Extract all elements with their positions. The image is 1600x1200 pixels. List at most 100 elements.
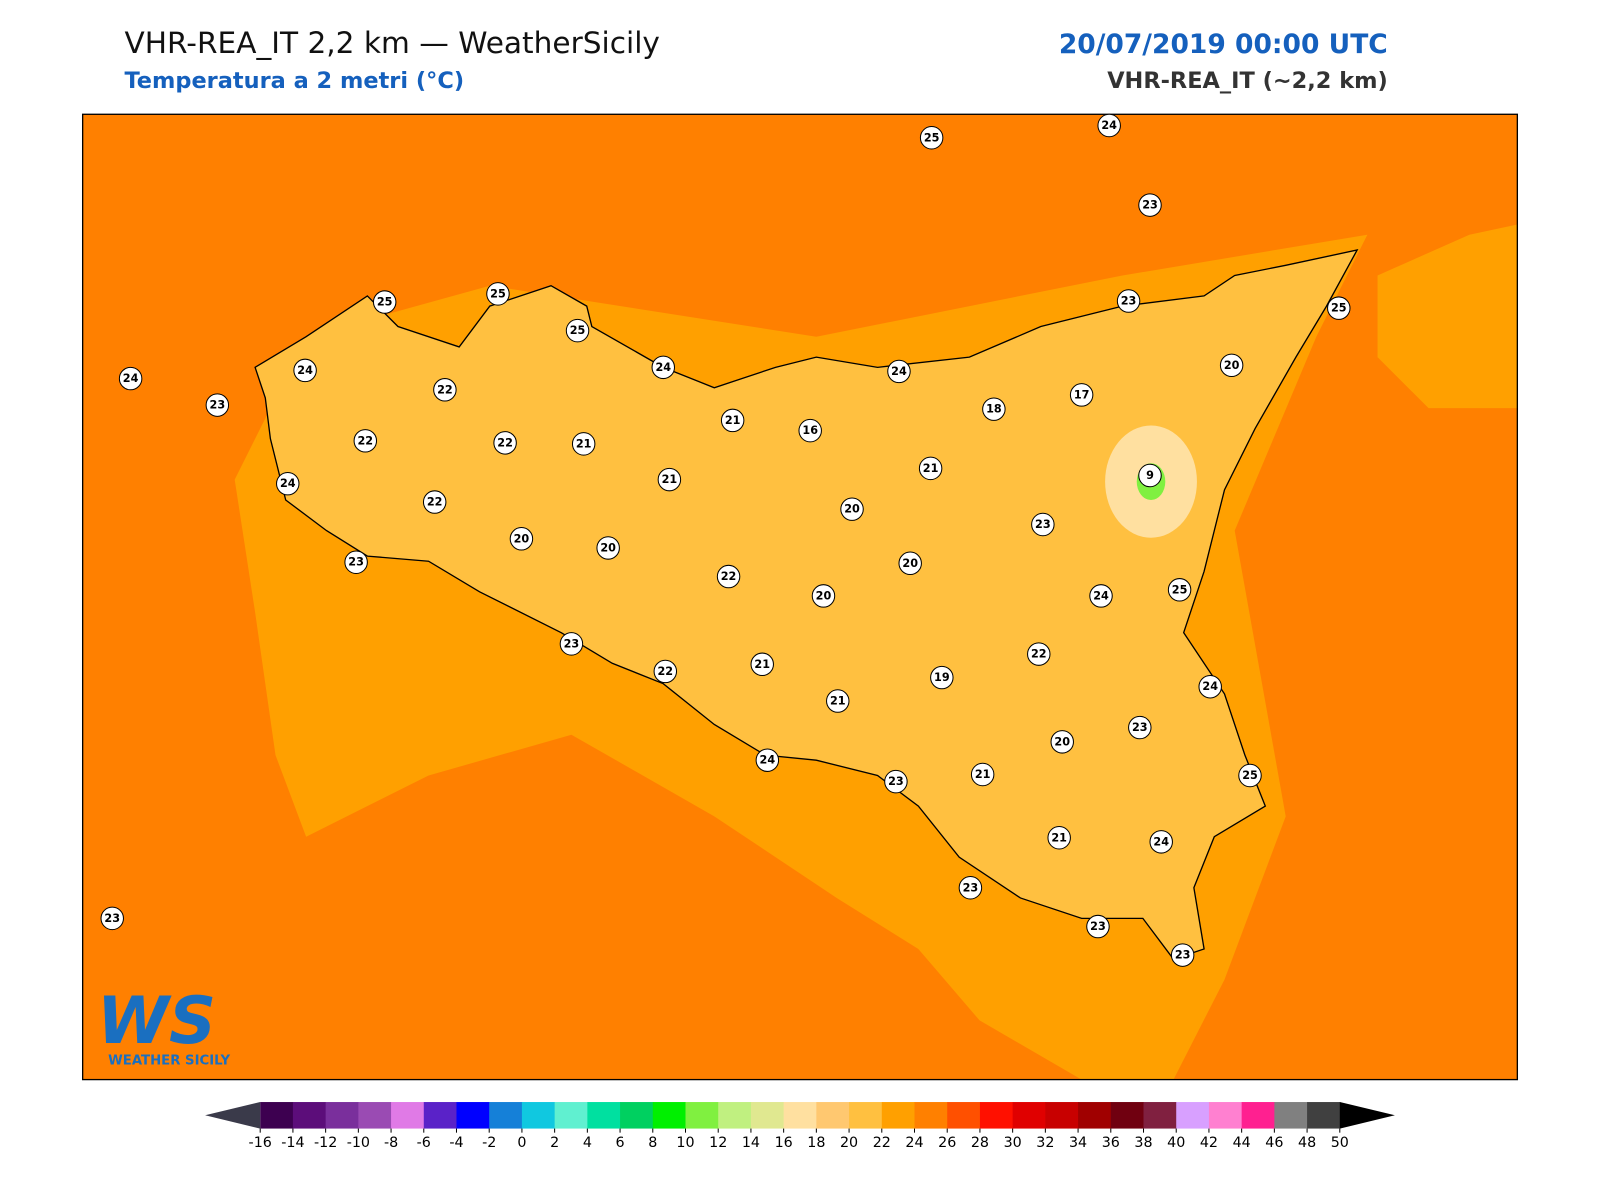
colorbar-bin (783, 1102, 817, 1129)
station-value: 21 (923, 462, 939, 475)
colorbar-tick-label: -8 (384, 1135, 398, 1151)
station-value: 17 (1074, 388, 1090, 401)
station-value: 25 (1331, 302, 1347, 315)
model: VHR-REA_IT (~2,2 km) (1107, 68, 1388, 94)
colorbar-bin (521, 1102, 556, 1129)
colorbar-tick-label: 26 (938, 1135, 956, 1151)
station-marker (493, 431, 517, 455)
station-marker (1219, 353, 1244, 378)
station-value: 20 (816, 589, 832, 602)
station-marker (716, 564, 741, 589)
colorbar: -16 -14 -12 -10 -8 -6 -4 -2 0 2 4 6 8 10 12 14 16 18 20 22 2… (205, 1102, 1395, 1151)
station-marker (930, 665, 954, 690)
station-marker (840, 497, 864, 521)
station-marker (919, 126, 944, 150)
colorbar-tick-label: -16 (249, 1135, 272, 1151)
colorbar-bin (1274, 1102, 1308, 1129)
station-marker (884, 769, 908, 794)
station-value: 24 (1101, 119, 1117, 132)
colorbar-bin (947, 1102, 981, 1129)
station-value: 20 (1054, 735, 1070, 748)
colorbar-bin (391, 1102, 425, 1129)
station-value: 23 (1175, 949, 1191, 962)
colorbar-bin (489, 1102, 523, 1129)
colorbar-tick-label: 46 (1265, 1135, 1283, 1151)
colorbar-tick-label: 30 (1004, 1135, 1022, 1151)
station-marker (1047, 826, 1071, 850)
station-marker (826, 689, 850, 713)
station-marker (958, 876, 983, 900)
station-value: 21 (830, 695, 846, 708)
colorbar-bin (849, 1102, 883, 1129)
station-marker (1086, 914, 1110, 939)
colorbar-extend-high (1339, 1102, 1395, 1129)
colorbar-tick-label: -10 (347, 1135, 370, 1151)
colorbar-bin (1307, 1102, 1341, 1129)
station-marker (422, 490, 447, 514)
station-value: 23 (1142, 199, 1158, 212)
station-value: 23 (210, 399, 226, 412)
station-marker (1170, 943, 1195, 967)
colorbar-bin (1110, 1102, 1145, 1129)
colorbar-tick-label: 40 (1167, 1135, 1185, 1151)
colorbar-bin (1176, 1102, 1210, 1129)
station-marker (100, 906, 124, 931)
station-value: 20 (600, 541, 616, 554)
colorbar-tick-label: 48 (1298, 1135, 1316, 1151)
station-marker (1167, 578, 1192, 602)
station-value: 24 (1153, 835, 1169, 848)
station-value: 23 (963, 881, 979, 894)
station-value: 20 (514, 532, 530, 545)
colorbar-tick-label: 42 (1200, 1135, 1218, 1151)
station-marker (750, 652, 774, 677)
colorbar-tick-label: 32 (1036, 1135, 1054, 1151)
station-marker (559, 632, 584, 656)
colorbar-tick-label: 24 (905, 1135, 923, 1151)
station-marker (596, 536, 620, 560)
colorbar-tick-label: 28 (971, 1135, 989, 1151)
stations: 25 24 23 25 25 25 23 25 24 23 24 22 24 24 20 17 18 22 22 21… (100, 113, 1351, 967)
station-marker (1327, 296, 1351, 320)
station-value: 24 (1202, 680, 1218, 693)
colorbar-tick-label: 22 (873, 1135, 891, 1151)
station-marker (571, 432, 596, 456)
station-marker (811, 584, 836, 608)
station-marker (1050, 730, 1074, 754)
colorbar-bin (260, 1102, 294, 1129)
station-marker (276, 471, 300, 496)
colorbar-tick-label: 14 (742, 1135, 760, 1151)
station-value: 23 (564, 637, 580, 650)
station-value: 24 (123, 372, 139, 385)
station-marker (344, 550, 368, 574)
colorbar-extend-low (205, 1102, 261, 1129)
station-marker (657, 467, 682, 492)
station-marker (720, 408, 745, 433)
station-marker (898, 551, 922, 575)
station-value: 23 (888, 775, 904, 788)
station-value: 23 (1132, 721, 1148, 734)
station-value: 23 (348, 556, 364, 569)
colorbar-tick-label: 2 (550, 1135, 559, 1151)
colorbar-tick-label: 16 (775, 1135, 793, 1151)
colorbar-tick-label: 34 (1069, 1135, 1087, 1151)
colorbar-bin (1012, 1102, 1046, 1129)
colorbar-tick-label: -2 (482, 1135, 496, 1151)
colorbar-bin (292, 1102, 327, 1129)
station-value: 24 (1093, 589, 1109, 602)
station-value: 21 (1051, 831, 1067, 844)
colorbar-tick-label: 0 (517, 1135, 526, 1151)
date: 20/07/2019 00:00 UTC (1059, 29, 1388, 60)
station-value: 20 (1224, 359, 1240, 372)
station-value: 23 (1121, 295, 1137, 308)
station-marker (205, 393, 230, 417)
colorbar-tick-label: -6 (417, 1135, 431, 1151)
station-value: 22 (357, 434, 373, 447)
station-marker (118, 366, 143, 391)
station-value: 25 (924, 131, 940, 144)
station-marker (565, 318, 590, 343)
colorbar-bin (358, 1102, 392, 1129)
colorbar-tick-label: 6 (616, 1135, 625, 1151)
colorbar-bin (718, 1102, 752, 1129)
station-value: 22 (721, 570, 737, 583)
